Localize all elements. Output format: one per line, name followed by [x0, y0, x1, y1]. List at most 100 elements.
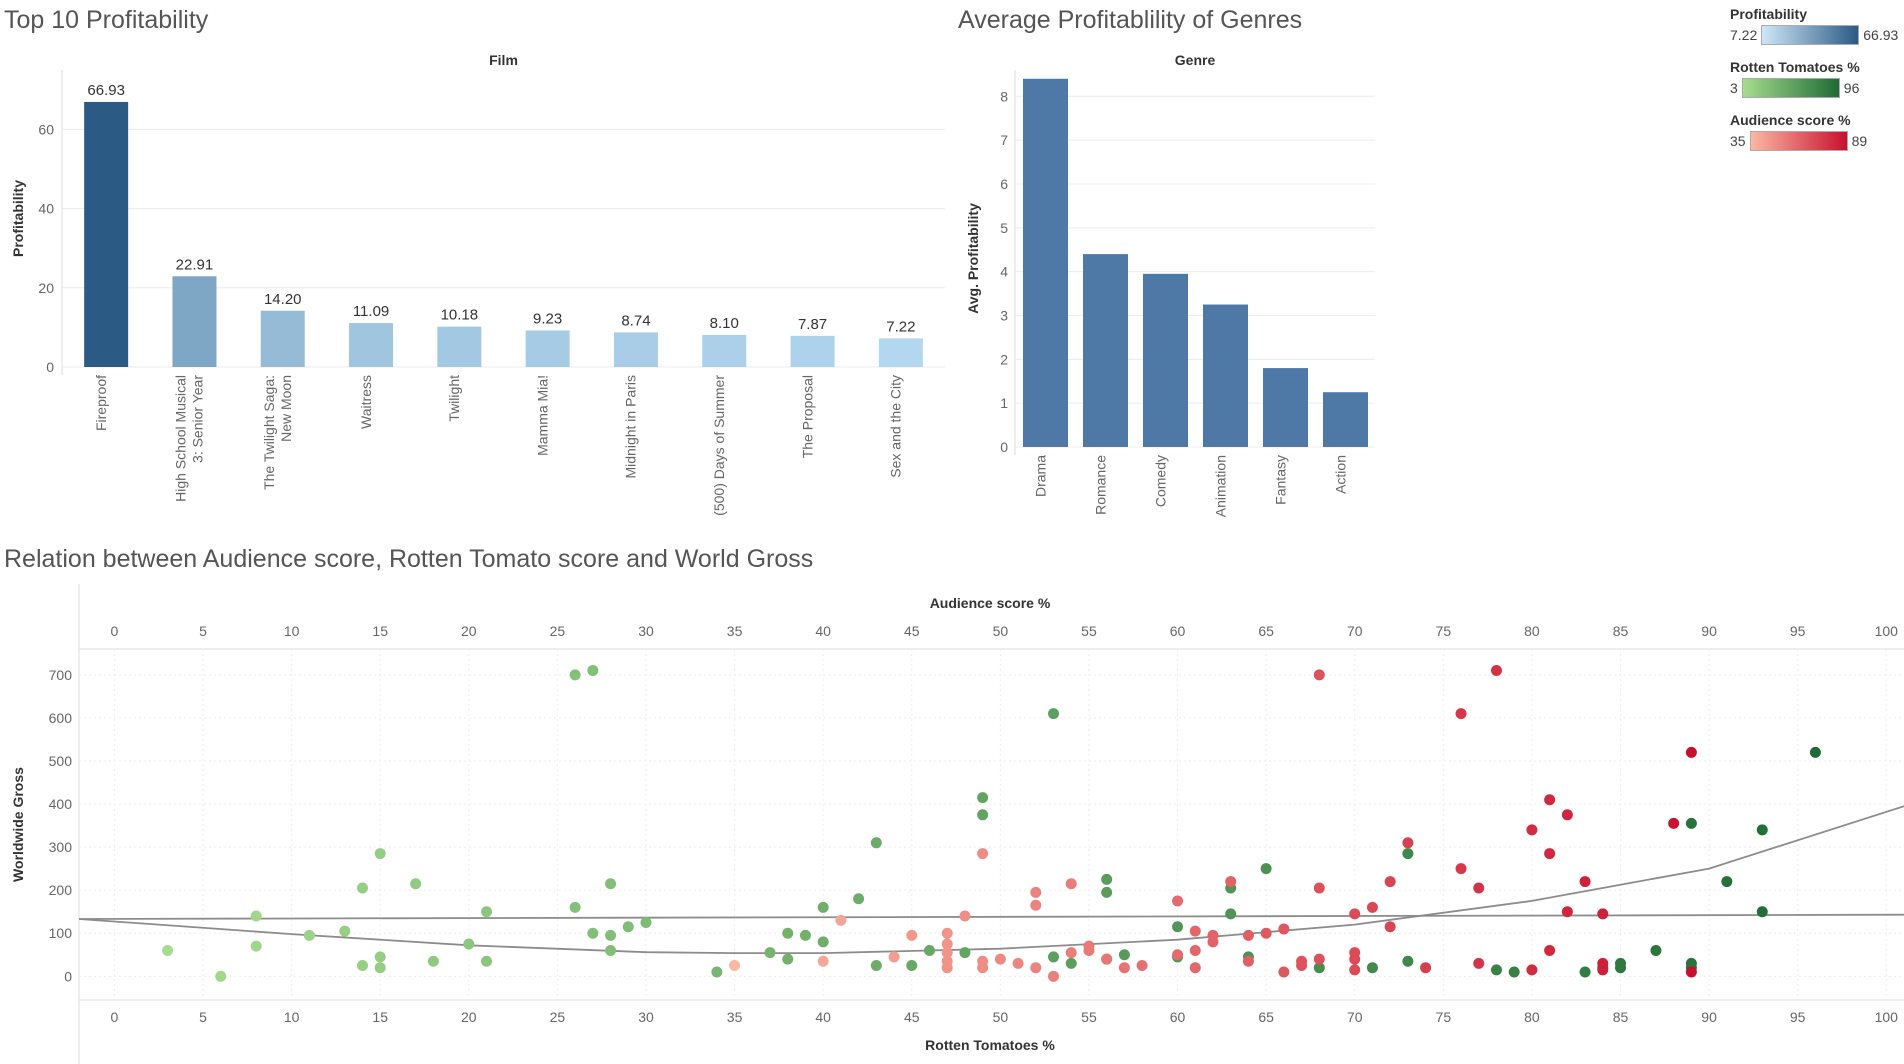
top10-bar-chart: Film 0 20 40 60 Profitability 66.93 Fireproof 22…	[10, 52, 945, 516]
y-tick-label: 6	[1000, 176, 1008, 192]
rotten-tomatoes-point	[605, 878, 617, 890]
audience-score-point	[1490, 665, 1502, 677]
y-tick-label: 7	[1000, 132, 1008, 148]
audience-score-point	[1561, 809, 1573, 821]
rotten-tomatoes-point	[622, 921, 634, 933]
rotten-tomatoes-point	[1118, 949, 1130, 961]
audience-score-point	[1118, 962, 1130, 974]
audience-score-point	[1473, 957, 1485, 969]
legend-title: Audience score %	[1730, 112, 1851, 128]
bar-value-label: 8.74	[621, 312, 650, 329]
bar	[1083, 254, 1128, 447]
y-tick-label: 300	[49, 839, 73, 855]
rotten-tomatoes-point	[250, 910, 262, 922]
polynomial-trend-line	[79, 805, 1904, 954]
x-top-tick-label: 20	[461, 623, 477, 639]
x-tick-label: Midnight in Paris	[623, 375, 639, 479]
x-tick-label: Animation	[1213, 455, 1229, 517]
legend-title: Rotten Tomatoes %	[1730, 59, 1860, 75]
rotten-tomatoes-point	[1756, 824, 1768, 836]
audience-score-point	[977, 848, 989, 860]
audience-score-point	[1366, 901, 1378, 913]
x-top-tick-label: 25	[550, 623, 566, 639]
audience-score-point	[1065, 878, 1077, 890]
audience-score-point	[1242, 929, 1254, 941]
legend-max: 66.93	[1863, 27, 1899, 43]
x-top-tick-label: 70	[1347, 623, 1363, 639]
rotten-tomatoes-point	[481, 955, 493, 967]
audience-score-point	[1455, 708, 1467, 720]
bar-value-label: 7.22	[886, 318, 915, 335]
y-tick-label: 400	[49, 796, 73, 812]
x-top-tick-label: 60	[1170, 623, 1186, 639]
bar	[84, 101, 129, 367]
audience-score-point	[1225, 876, 1237, 888]
audience-score-point	[1242, 955, 1254, 967]
x-top-tick-label: 80	[1524, 623, 1540, 639]
legend-profitability: Profitability 7.22 66.93	[1730, 6, 1900, 45]
legend-rotten-tomatoes: Rotten Tomatoes % 3 96	[1730, 59, 1900, 98]
x-tick-label: (500) Days of Summer	[711, 375, 727, 516]
rotten-tomatoes-point	[162, 944, 174, 956]
legend-min: 7.22	[1730, 27, 1758, 43]
y-tick-label: 5	[1000, 220, 1008, 236]
rotten-tomatoes-point	[817, 901, 829, 913]
rotten-tomatoes-point	[870, 837, 882, 849]
rotten-tomatoes-point	[374, 962, 386, 974]
legend-max: 89	[1851, 133, 1868, 149]
audience-score-point	[1526, 824, 1538, 836]
rotten-tomatoes-point	[410, 878, 422, 890]
x-top-tick-label: 45	[904, 623, 920, 639]
audience-score-point	[1384, 876, 1396, 888]
bar-value-label: 11.09	[353, 303, 389, 320]
audience-score-point	[1278, 923, 1290, 935]
x-top-tick-label: 95	[1790, 623, 1806, 639]
audience-score-point	[1313, 953, 1325, 965]
x-top-tick-label: 0	[111, 623, 119, 639]
x-tick-label: Mamma Mia!	[534, 375, 550, 456]
x-bottom-tick-label: 30	[638, 1009, 654, 1025]
x-bottom-tick-label: 55	[1081, 1009, 1097, 1025]
rotten-tomatoes-point	[1313, 962, 1325, 974]
rotten-tomatoes-point	[977, 809, 989, 821]
audience-score-point	[1296, 960, 1308, 972]
x-bottom-tick-label: 45	[904, 1009, 920, 1025]
audience-score-point	[1313, 882, 1325, 894]
rotten-tomatoes-point	[356, 960, 368, 972]
rotten-tomatoes-point	[1809, 746, 1821, 758]
audience-score-point	[941, 947, 953, 959]
column-header: Film	[489, 52, 518, 68]
x-bottom-tick-label: 0	[111, 1009, 119, 1025]
y-axis-title: Worldwide Gross	[10, 767, 26, 882]
rotten-tomatoes-point	[870, 960, 882, 972]
audience-score-point	[1189, 962, 1201, 974]
rotten-tomatoes-point	[853, 893, 865, 905]
audience-score-point	[1544, 944, 1556, 956]
audience-score-point	[1101, 953, 1113, 965]
x-tick-label: New Moon	[278, 375, 294, 442]
audience-score-point	[1544, 848, 1556, 860]
audience-score-point	[1455, 863, 1467, 875]
rotten-tomatoes-point	[1225, 908, 1237, 920]
rotten-tomatoes-point	[569, 669, 581, 681]
x-tick-label: 3: Senior Year	[190, 375, 206, 463]
x-top-tick-label: 55	[1081, 623, 1097, 639]
y-tick-label: 200	[49, 882, 73, 898]
rotten-tomatoes-point	[250, 940, 262, 952]
scatter-title: Relation between Audience score, Rotten …	[4, 545, 814, 573]
x-top-tick-label: 50	[993, 623, 1009, 639]
legend-max: 96	[1843, 80, 1860, 96]
x-tick-label: High School Musical	[173, 375, 189, 502]
rotten-tomatoes-point	[1048, 708, 1060, 720]
rotten-tomatoes-point	[923, 944, 935, 956]
x-bottom-tick-label: 15	[372, 1009, 388, 1025]
bar-value-label: 9.23	[533, 310, 562, 327]
rotten-tomatoes-point	[587, 927, 599, 939]
rotten-tomatoes-point	[1065, 957, 1077, 969]
y-tick-label: 100	[49, 925, 73, 941]
y-tick-label: 0	[46, 359, 54, 375]
x-top-tick-label: 5	[199, 623, 207, 639]
x-bottom-tick-label: 80	[1524, 1009, 1540, 1025]
bar-value-label: 66.93	[87, 82, 125, 99]
rotten-tomatoes-point	[711, 966, 723, 978]
